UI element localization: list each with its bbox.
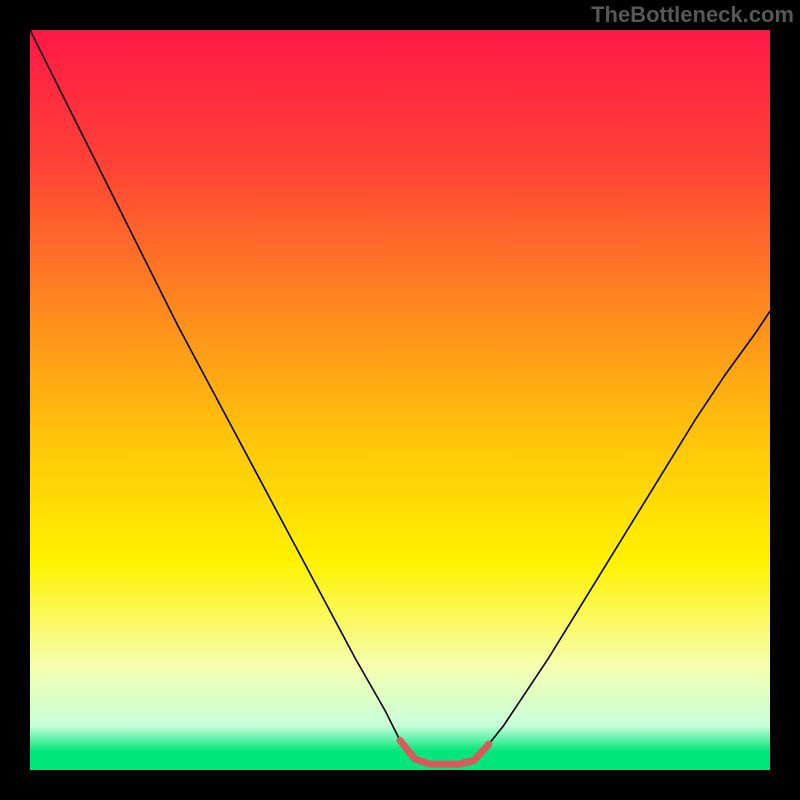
plot-area xyxy=(30,30,770,770)
bottleneck-curve xyxy=(30,30,770,764)
chart-container: TheBottleneck.com xyxy=(0,0,800,800)
attribution-text: TheBottleneck.com xyxy=(591,2,794,28)
curve-layer xyxy=(30,30,770,770)
bottleneck-highlight xyxy=(400,740,489,764)
